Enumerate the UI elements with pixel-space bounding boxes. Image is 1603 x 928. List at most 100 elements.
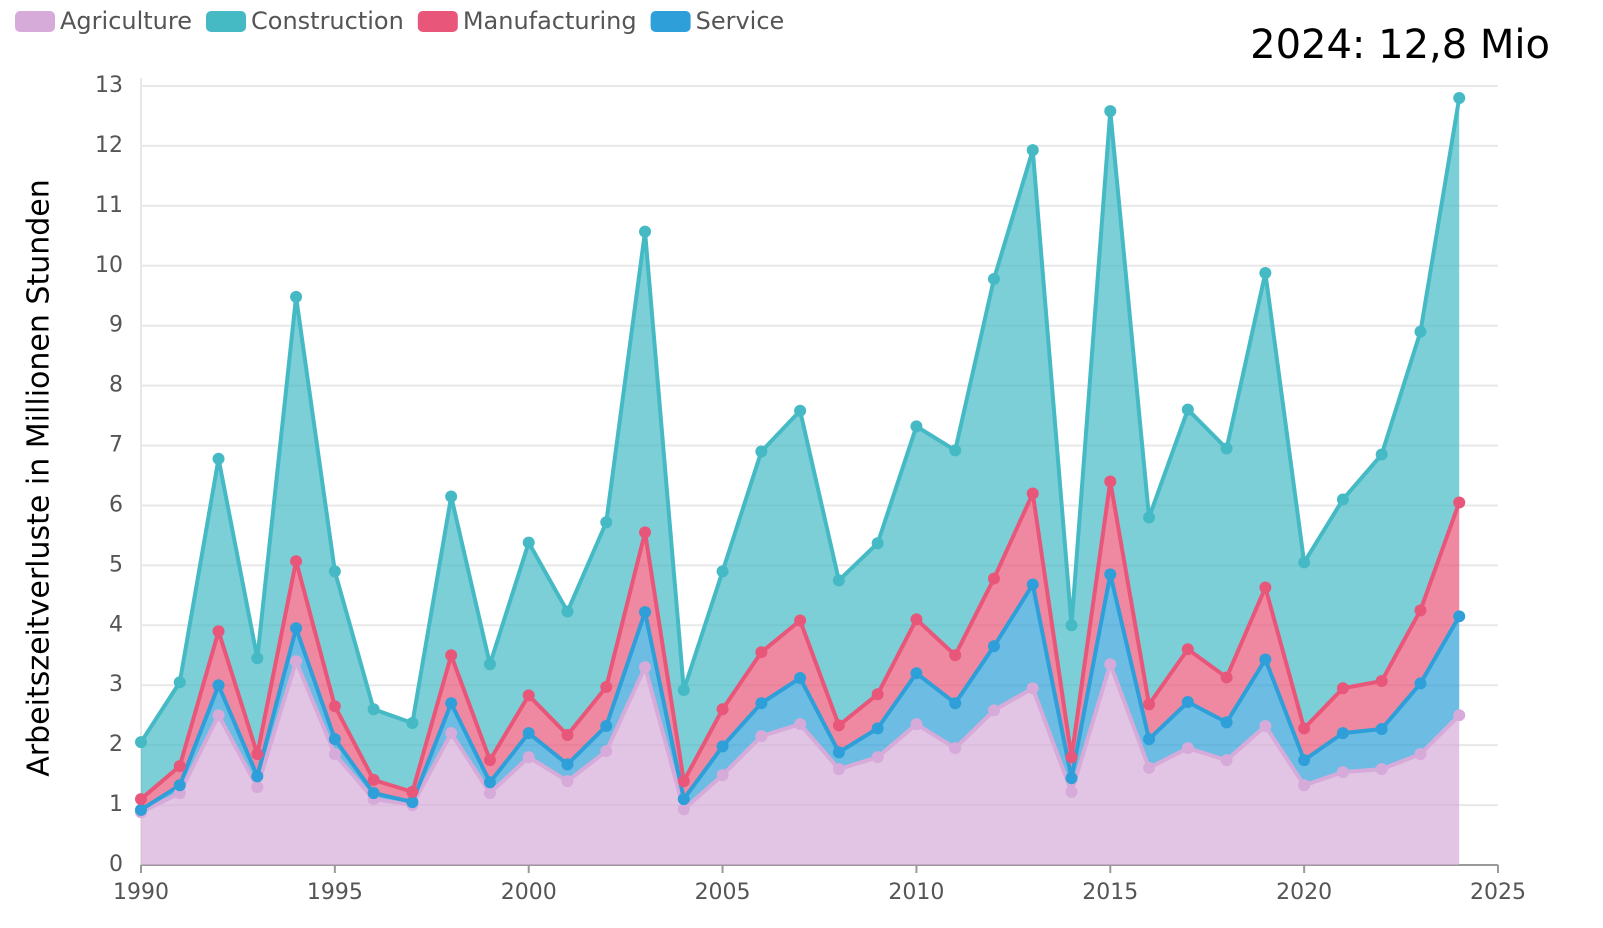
point: [1104, 658, 1117, 671]
point: [290, 555, 303, 568]
legend-label: Service: [696, 7, 785, 35]
point: [483, 776, 496, 789]
x-tick-label: 1990: [113, 880, 169, 905]
point: [135, 803, 147, 816]
point: [445, 727, 458, 740]
y-tick-label: 5: [109, 552, 123, 577]
point: [328, 700, 341, 713]
x-tick-label: 2005: [695, 880, 751, 905]
point: [522, 751, 535, 764]
point: [1104, 568, 1117, 581]
point: [949, 697, 962, 710]
point: [832, 746, 845, 759]
point: [677, 684, 690, 697]
point: [1298, 754, 1311, 767]
point: [1298, 722, 1311, 735]
point: [561, 605, 574, 618]
point: [1375, 675, 1388, 688]
area-fill: [141, 574, 1460, 813]
y-axis-label: Arbeitszeitverluste in Millionen Stunden: [22, 179, 57, 777]
point: [561, 775, 574, 788]
point: [135, 736, 147, 749]
point: [522, 727, 535, 740]
point: [910, 718, 923, 731]
point: [135, 793, 147, 806]
point: [367, 703, 380, 716]
point: [367, 787, 380, 800]
point: [561, 758, 574, 771]
point: [677, 803, 690, 816]
point: [949, 742, 962, 755]
legend-swatch: [650, 11, 691, 32]
point: [755, 646, 768, 659]
point: [910, 667, 923, 680]
point: [1143, 733, 1156, 746]
point: [1414, 677, 1427, 690]
area-fill: [141, 481, 1460, 810]
point: [483, 658, 496, 671]
y-tick-label: 8: [109, 373, 123, 398]
point: [212, 709, 225, 722]
point: [251, 748, 264, 761]
point: [755, 697, 768, 710]
point: [251, 652, 264, 665]
point: [794, 614, 807, 627]
point: [639, 606, 652, 619]
point: [1065, 772, 1078, 785]
point: [1336, 727, 1349, 740]
point: [871, 537, 884, 550]
x-tick-label: 2010: [888, 880, 944, 905]
point: [1026, 578, 1039, 591]
legend-swatch: [15, 11, 55, 32]
point: [794, 672, 807, 685]
point: [600, 719, 613, 732]
point: [483, 754, 496, 767]
y-tick-label: 4: [109, 612, 123, 637]
point: [1065, 785, 1078, 798]
point: [1220, 671, 1233, 684]
point: [328, 733, 341, 746]
point: [1026, 487, 1039, 500]
y-tick-label: 1: [109, 792, 123, 817]
point: [910, 420, 923, 433]
y-tick-label: 10: [95, 253, 123, 278]
point: [639, 661, 652, 674]
point: [794, 718, 807, 731]
annotation: 2024: 12,8 Mio: [1250, 22, 1550, 68]
point: [290, 290, 303, 303]
point: [483, 787, 496, 800]
point: [716, 703, 729, 716]
point: [445, 697, 458, 710]
y-tick-label: 11: [95, 193, 123, 218]
point: [1143, 761, 1156, 774]
point: [406, 796, 419, 809]
point: [949, 649, 962, 662]
point: [1181, 696, 1194, 709]
point: [328, 748, 341, 761]
point: [367, 773, 380, 786]
y-tick-label: 2: [109, 732, 123, 757]
y-tick-label: 7: [109, 433, 123, 458]
y-tick-label: 13: [95, 73, 123, 98]
legend-swatch: [206, 11, 246, 32]
point: [1220, 754, 1233, 767]
point: [1181, 643, 1194, 656]
point: [212, 452, 225, 465]
point: [1181, 403, 1194, 416]
area-fill: [141, 661, 1460, 865]
point: [871, 722, 884, 735]
x-tick-label: 2020: [1276, 880, 1332, 905]
point: [639, 526, 652, 539]
point: [561, 728, 574, 741]
point: [1143, 698, 1156, 711]
point: [910, 613, 923, 626]
point: [522, 536, 535, 549]
point: [522, 689, 535, 702]
point: [1026, 144, 1039, 157]
point: [1259, 653, 1272, 666]
point: [832, 763, 845, 776]
point: [173, 760, 186, 773]
x-tick-label: 1995: [307, 880, 363, 905]
point: [1143, 511, 1156, 524]
